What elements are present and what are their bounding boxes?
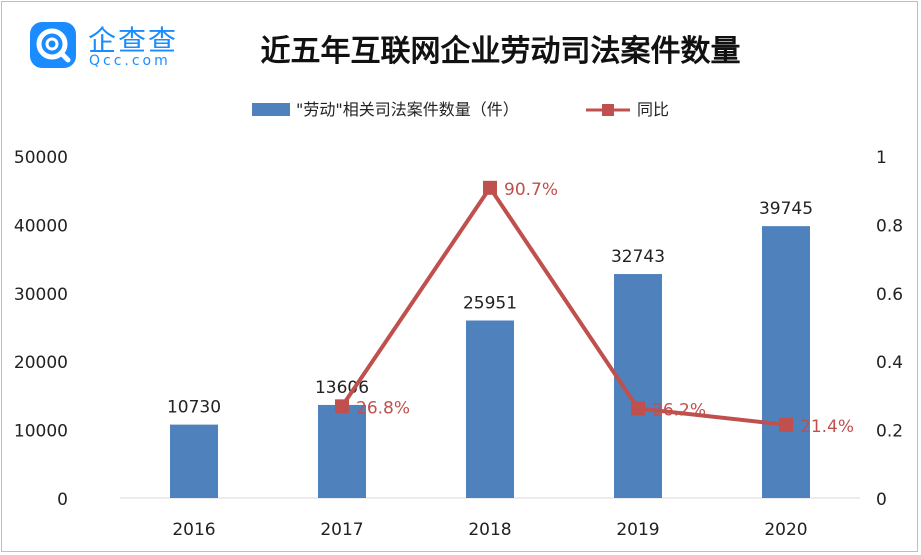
bar-2020 [762, 226, 810, 498]
y-right-tick-label: 1 [876, 148, 887, 168]
bar-2017 [318, 404, 366, 498]
y-left-tick-label: 0 [57, 490, 68, 510]
yoy-value-label: 21.4% [800, 417, 854, 437]
axes: 0 10000 20000 30000 40000 50000 0 0.2 0.4 0.6 0.8 1… [14, 148, 903, 540]
yoy-line [340, 185, 787, 427]
y-left-tick-label: 40000 [14, 216, 68, 236]
line-labels: 26.8% 90.7% 26.2% 21.4% [356, 180, 854, 437]
logo-domain: Qcc.com [89, 53, 171, 69]
bar-value-label: 32743 [611, 247, 665, 267]
yoy-marker-2018 [483, 180, 497, 195]
legend-bar-swatch [252, 103, 290, 116]
yoy-marker-2017 [335, 399, 349, 414]
y-right-tick-label: 0.4 [876, 353, 903, 373]
bar-value-label: 25951 [463, 293, 517, 313]
yoy-value-label: 90.7% [504, 180, 558, 200]
yoy-marker-2019 [631, 401, 645, 416]
bar-2018 [466, 320, 514, 498]
bars [170, 226, 810, 498]
y-right-tick-label: 0.8 [876, 216, 903, 236]
yoy-value-label: 26.2% [652, 400, 706, 420]
yoy-value-label: 26.8% [356, 398, 410, 418]
x-tick-label: 2016 [172, 520, 215, 540]
y-left-tick-label: 20000 [14, 353, 68, 373]
logo-icon [30, 22, 76, 68]
yoy-marker-2020 [779, 417, 793, 432]
y-right-tick-label: 0.2 [876, 422, 903, 442]
line-series [335, 180, 793, 432]
y-left-tick-label: 30000 [14, 285, 68, 305]
logo-name: 企查查 [88, 24, 179, 57]
y-left-tick-label: 50000 [14, 148, 68, 168]
bar-value-label: 39745 [759, 199, 813, 219]
y-left-tick-label: 10000 [14, 422, 68, 442]
x-tick-label: 2020 [764, 520, 807, 540]
legend-line-label: 同比 [637, 100, 669, 119]
bar-2016 [170, 424, 218, 498]
legend-line-marker [602, 104, 614, 116]
legend-bar-label: "劳动"相关司法案件数量（件） [296, 100, 519, 119]
x-tick-label: 2018 [468, 520, 511, 540]
bar-value-label: 10730 [167, 398, 221, 418]
y-right-tick-label: 0 [876, 490, 887, 510]
y-right-tick-label: 0.6 [876, 285, 903, 305]
x-tick-label: 2019 [616, 520, 659, 540]
chart-title: 近五年互联网企业劳动司法案件数量 [260, 34, 741, 69]
x-tick-label: 2017 [320, 520, 363, 540]
legend: "劳动"相关司法案件数量（件） 同比 [252, 100, 669, 119]
